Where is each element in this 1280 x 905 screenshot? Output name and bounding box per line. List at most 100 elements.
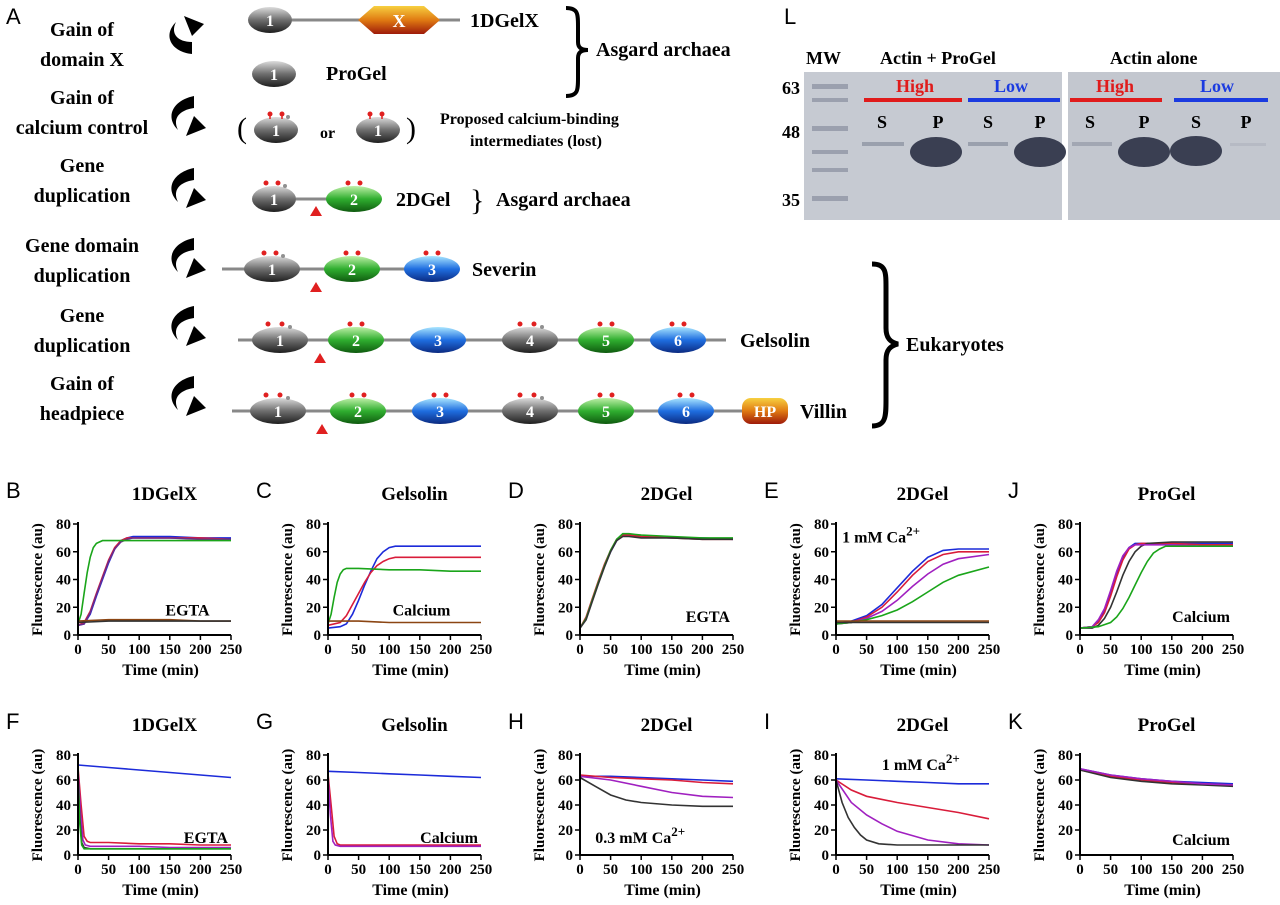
y-tick-label: 20 xyxy=(558,600,573,616)
y-tick-label: 80 xyxy=(56,517,71,533)
svg-text:): ) xyxy=(406,112,416,145)
y-axis-label: Fluorescence (au) xyxy=(280,523,296,636)
chart-annotation: 1 mM Ca2+ xyxy=(842,523,920,546)
mw-marker-35: 35 xyxy=(782,190,800,210)
y-tick-label: 40 xyxy=(558,573,573,589)
domain-hp xyxy=(742,398,788,424)
ca-site-icons xyxy=(263,180,363,188)
x-tick-label: 150 xyxy=(159,642,182,658)
svg-text:2: 2 xyxy=(352,333,360,350)
y-axis-label: Fluorescence (au) xyxy=(30,523,46,636)
svg-text:3: 3 xyxy=(428,262,436,279)
series-line-3 xyxy=(579,775,734,799)
series-line-3 xyxy=(1080,541,1233,629)
intermediate-note-1: Proposed calcium-binding xyxy=(440,111,619,128)
y-tick-label: 20 xyxy=(814,823,829,839)
svg-text:3: 3 xyxy=(434,333,442,350)
curved-arrow-icon xyxy=(171,376,206,416)
y-tick-label: 40 xyxy=(1058,573,1073,589)
domain-3 xyxy=(404,256,460,282)
panel-letter: J xyxy=(1008,478,1019,503)
row-villin: 1 2 3 4 5 6 HP Villin xyxy=(232,392,847,434)
chart-h: H 2DGel 0 20 40 60 80 0 50 100 150 200 250 Time (min)… xyxy=(508,709,744,899)
x-tick-label: 0 xyxy=(74,862,82,878)
x-axis-label: Time (min) xyxy=(372,662,449,679)
x-tick-label: 150 xyxy=(1161,862,1184,878)
svg-text:X: X xyxy=(393,11,406,31)
y-tick-label: 40 xyxy=(814,798,829,814)
x-tick-label: 50 xyxy=(859,642,874,658)
y-tick-label: 60 xyxy=(56,773,71,789)
mw-marker-48: 48 xyxy=(782,122,800,142)
series-line-4 xyxy=(1079,543,1233,629)
step-1-line2: domain X xyxy=(40,49,124,71)
series-line-4 xyxy=(579,535,733,629)
domain-6 xyxy=(650,327,706,353)
x-tick-label: 200 xyxy=(1191,642,1214,658)
lane-p: P xyxy=(1139,112,1150,132)
y-tick-label: 60 xyxy=(56,545,71,561)
chart-annotation: 0.3 mM Ca2+ xyxy=(595,824,685,847)
name-gelsolin: Gelsolin xyxy=(740,330,810,352)
y-axis-label: Fluorescence (au) xyxy=(532,749,548,862)
svg-text:5: 5 xyxy=(602,404,610,421)
y-tick-label: 0 xyxy=(64,628,72,644)
series-line-1 xyxy=(77,764,232,779)
x-axis-label: Time (min) xyxy=(372,882,449,899)
x-tick-label: 100 xyxy=(378,862,401,878)
y-axis-label: Fluorescence (au) xyxy=(280,749,296,862)
panel-letter: K xyxy=(1008,709,1023,734)
chart-title: 1DGelX xyxy=(132,484,198,505)
annotation-superscript: 2+ xyxy=(946,751,960,766)
domain-2 xyxy=(324,256,380,282)
y-tick-label: 60 xyxy=(814,773,829,789)
chart-k: K ProGel 0 20 40 60 80 0 50 100 150 200 250 Time (min… xyxy=(1008,709,1244,899)
domain-1 xyxy=(244,256,300,282)
step-1-line1: Gain of xyxy=(50,19,114,41)
series-line-5 xyxy=(1079,545,1233,629)
chart-annotation: EGTA xyxy=(165,603,210,620)
curved-arrows xyxy=(169,16,206,416)
mw-marker-63: 63 xyxy=(782,78,800,98)
series-line-3 xyxy=(835,779,990,846)
series-line-3 xyxy=(835,553,990,625)
y-tick-label: 80 xyxy=(306,517,321,533)
svg-text:1: 1 xyxy=(374,123,382,140)
y-tick-label: 80 xyxy=(814,748,829,764)
y-tick-label: 20 xyxy=(814,600,829,616)
panel-l: L MW Actin + ProGel Actin alone 63 48 35… xyxy=(782,4,1280,220)
svg-text:3: 3 xyxy=(436,404,444,421)
chart-title: 2DGel xyxy=(897,715,949,736)
name-progel: ProGel xyxy=(326,63,387,85)
x-tick-label: 100 xyxy=(128,642,151,658)
chart-title: Gelsolin xyxy=(381,715,448,736)
x-tick-label: 150 xyxy=(661,642,684,658)
series-line-4 xyxy=(1079,768,1234,786)
svg-text:2: 2 xyxy=(354,404,362,421)
panel-letter: E xyxy=(764,478,779,503)
y-tick-label: 20 xyxy=(306,823,321,839)
x-tick-label: 250 xyxy=(722,862,745,878)
svg-text:or: or xyxy=(320,125,335,142)
label-high-1: High xyxy=(896,76,934,96)
x-tick-label: 200 xyxy=(189,862,212,878)
y-tick-label: 80 xyxy=(814,517,829,533)
x-axis-label: Time (min) xyxy=(1124,662,1201,679)
chart-g: G Gelsolin 0 20 40 60 80 0 50 100 150 200 250 Time (m… xyxy=(256,709,492,899)
chart-annotation: Calcium xyxy=(1172,609,1230,626)
x-tick-label: 200 xyxy=(439,642,462,658)
x-tick-label: 200 xyxy=(439,862,462,878)
cleavage-site-icon xyxy=(310,206,322,216)
y-axis-label: Fluorescence (au) xyxy=(1032,523,1048,636)
brace-eukaryotes xyxy=(871,261,899,429)
step-4-line2: duplication xyxy=(34,265,131,287)
series-line-3 xyxy=(327,567,481,625)
step-2-line2: calcium control xyxy=(16,117,149,139)
series-line-2 xyxy=(327,773,481,846)
name-severin: Severin xyxy=(472,259,536,281)
x-tick-label: 100 xyxy=(128,862,151,878)
x-tick-label: 100 xyxy=(378,642,401,658)
lane-s: S xyxy=(983,112,993,132)
y-tick-label: 60 xyxy=(558,773,573,789)
